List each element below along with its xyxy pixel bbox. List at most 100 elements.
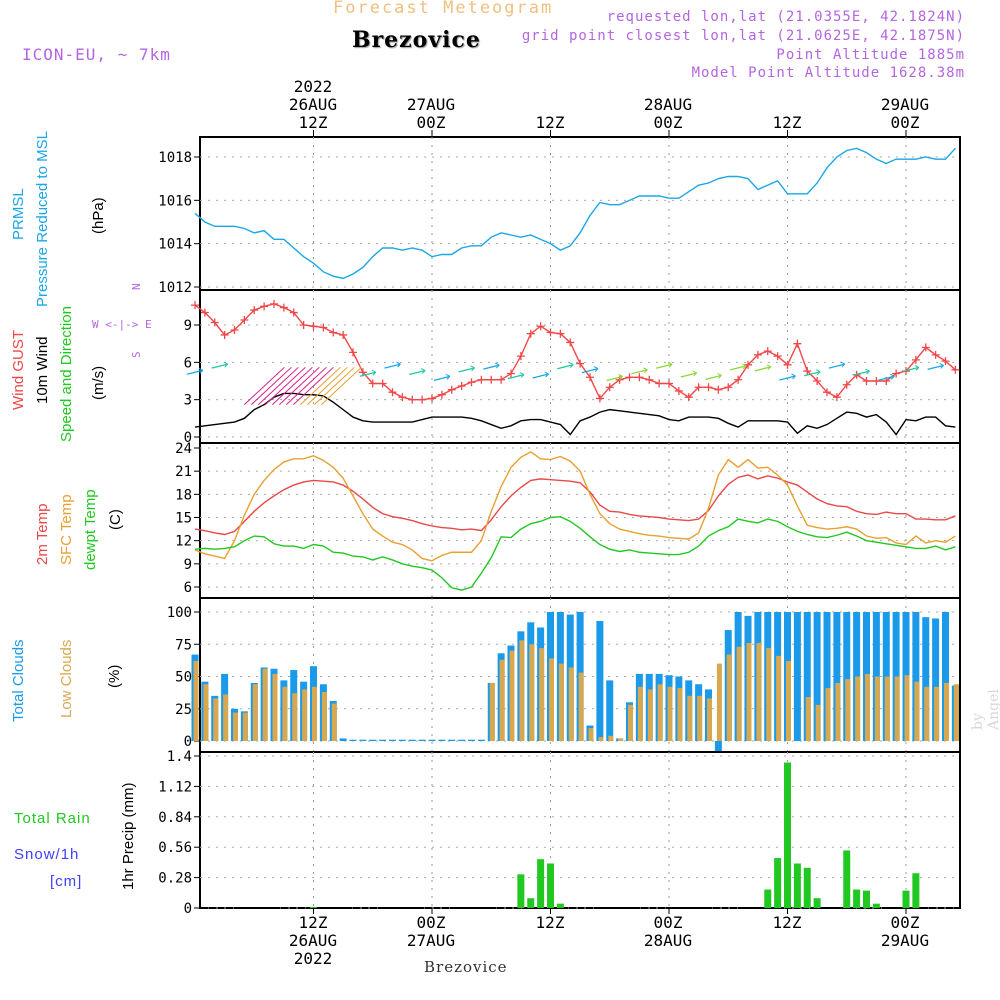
low-clouds-bar xyxy=(874,676,880,741)
rain-bar xyxy=(793,863,801,908)
wind-direction-arrow xyxy=(359,371,376,377)
low-clouds-bar xyxy=(766,648,772,741)
gust-point xyxy=(388,388,397,397)
gust-point xyxy=(467,378,476,387)
top-time-label-27aug-00z: 27AUG 00Z xyxy=(406,95,456,132)
wind-direction-arrowhead xyxy=(865,368,870,375)
wind-direction-arrow xyxy=(483,364,500,370)
wind-direction-hatch xyxy=(265,366,306,406)
wind-direction-arrow xyxy=(878,375,895,381)
low-clouds-bar xyxy=(944,682,949,741)
wind-direction-arrow xyxy=(606,375,623,382)
wind-direction-arrowhead xyxy=(495,362,500,369)
wind-direction-arrow xyxy=(384,363,401,369)
low-clouds-bar xyxy=(262,668,268,741)
gust-point xyxy=(546,328,555,337)
total-clouds-bar xyxy=(339,738,347,741)
gust-point xyxy=(398,393,407,402)
low-clouds-bar xyxy=(302,689,308,741)
total-clouds-bar xyxy=(389,739,396,741)
wind-direction-arrowhead xyxy=(890,373,895,380)
wind-direction-arrow xyxy=(655,363,673,369)
wind-direction-arrowhead xyxy=(741,363,747,370)
low-clouds-bar xyxy=(657,684,663,741)
gust-point xyxy=(586,373,594,382)
gust-point xyxy=(339,330,348,339)
total-clouds-bar xyxy=(833,612,841,741)
low-clouds-bar xyxy=(519,640,525,741)
wind-ytick-label: 9 xyxy=(184,318,192,334)
low-clouds-bar xyxy=(904,675,910,741)
gust-point xyxy=(210,318,219,327)
gust-point xyxy=(556,329,565,338)
gust-point xyxy=(576,359,585,368)
gust-point xyxy=(368,379,377,388)
rain-bar xyxy=(853,889,861,908)
bottom-time-label-29aug-00z: 00Z 29AUG xyxy=(880,913,930,950)
wind-direction-hatch xyxy=(272,366,313,406)
requested-coords: requested lon,lat (21.0355E, 42.1824N) xyxy=(606,9,965,25)
gust-point xyxy=(832,393,841,402)
low-clouds-bar xyxy=(776,655,782,741)
low-clouds-bar xyxy=(756,642,762,741)
pressure-ytick-label: 1014 xyxy=(158,237,192,253)
wind-direction-arrowhead xyxy=(840,361,846,368)
temperature-ytick-label: 18 xyxy=(175,487,192,503)
gust-point xyxy=(437,390,446,399)
gust-point xyxy=(714,385,723,394)
top-time-label-29aug-00z: 29AUG 00Z xyxy=(880,95,930,132)
bottom-time-label-28aug-00z: 00Z 28AUG xyxy=(643,913,693,950)
gust-point xyxy=(734,375,743,384)
total-clouds-bar xyxy=(359,739,367,741)
precipitation-ytick-label: 1.4 xyxy=(167,749,192,765)
snow-label: Snow/1h xyxy=(14,846,80,863)
wind-direction-hatch xyxy=(279,366,320,406)
wind-direction-arrowhead xyxy=(618,374,624,380)
wind-direction-arrowhead xyxy=(939,362,944,369)
total-clouds-bar xyxy=(428,739,436,741)
rain-bar xyxy=(813,898,821,908)
wind-direction-arrow xyxy=(902,366,920,373)
gust-point xyxy=(595,394,604,403)
wind-direction-arrowhead xyxy=(470,365,475,372)
gust-point xyxy=(645,375,654,384)
low-clouds-bar xyxy=(242,712,248,741)
gust-point xyxy=(635,373,644,382)
precipitation-ytick-label: 0.84 xyxy=(158,810,192,826)
2m-temp-line xyxy=(194,474,956,536)
wind-direction-arrowhead xyxy=(519,372,525,378)
gust-point xyxy=(744,360,752,369)
prmsl-line xyxy=(194,147,956,280)
gust-point xyxy=(862,377,871,385)
gust-point xyxy=(418,395,427,404)
wind-direction-arrowhead xyxy=(420,368,426,374)
bottom-time-label-27aug-12z: 12Z xyxy=(535,913,565,932)
low-clouds-bar xyxy=(934,686,940,741)
low-clouds-bar xyxy=(914,681,920,741)
wind-direction-arrowhead xyxy=(815,369,821,376)
gust-point xyxy=(428,394,436,403)
low-clouds-bar xyxy=(549,658,554,741)
total-clouds-bar xyxy=(349,739,357,741)
bottom-time-label-27aug-00z: 00Z 27AUG xyxy=(406,913,456,950)
gust-point xyxy=(477,375,486,384)
low-clouds-bar xyxy=(608,735,614,741)
low-clouds-bar xyxy=(815,704,821,741)
wind-direction-arrowhead xyxy=(445,373,451,380)
low-clouds-bar xyxy=(697,695,703,741)
low-clouds-bar xyxy=(598,737,604,741)
clouds-ytick-label: 100 xyxy=(167,605,192,621)
low-clouds-bar xyxy=(677,688,683,741)
wind-direction-arrow xyxy=(631,369,648,375)
clouds-ytick-label: 0 xyxy=(184,734,192,750)
sfc-temp-line xyxy=(194,451,956,562)
gust-point xyxy=(497,375,506,384)
gust-point xyxy=(349,348,357,357)
gust-point xyxy=(270,299,278,308)
gust-point xyxy=(813,377,822,385)
gust-point xyxy=(803,367,812,376)
low-clouds-bar xyxy=(272,673,278,741)
gust-point xyxy=(763,347,772,356)
gust-point xyxy=(724,383,733,392)
